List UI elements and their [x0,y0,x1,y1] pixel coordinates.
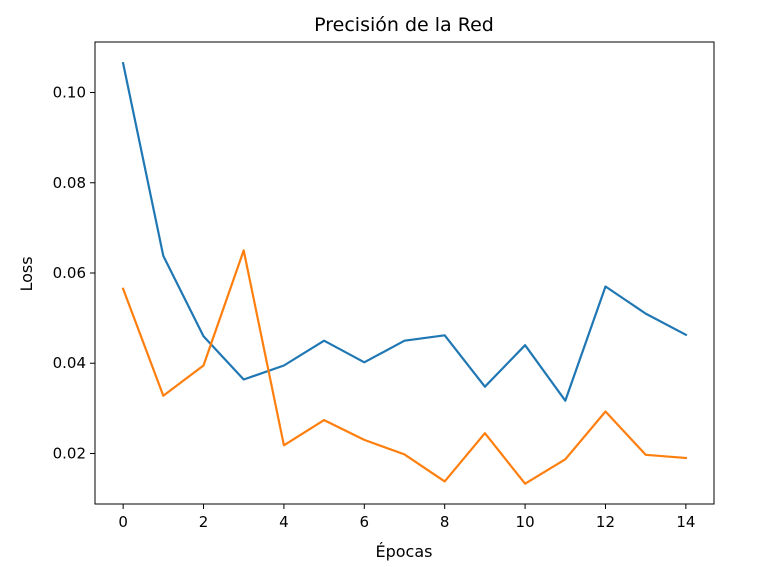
y-tick-label: 0.02 [53,444,86,462]
chart-title: Precisión de la Red [314,14,494,36]
y-tick-label: 0.04 [53,354,86,372]
x-tick-label: 14 [676,513,695,531]
x-tick-label: 0 [118,513,128,531]
y-tick-label: 0.08 [53,174,86,192]
plot-area: 0 2 4 6 8 10 12 14 0.02 0.04 0.06 0.08 0.10 [53,41,715,531]
plot-frame [94,41,715,505]
series-2-line [121,249,688,485]
y-tick-label: 0.10 [53,84,86,102]
y-axis-label: Loss [17,256,36,291]
x-tick-label: 12 [596,513,615,531]
x-tick-label: 10 [516,513,535,531]
x-axis-label: Épocas [376,542,433,561]
x-tick-label: 4 [279,513,289,531]
y-tick-label: 0.06 [53,264,86,282]
x-tick-label: 2 [199,513,209,531]
series-1-line [121,61,688,402]
x-tick-label: 8 [440,513,450,531]
x-tick-label: 6 [360,513,370,531]
